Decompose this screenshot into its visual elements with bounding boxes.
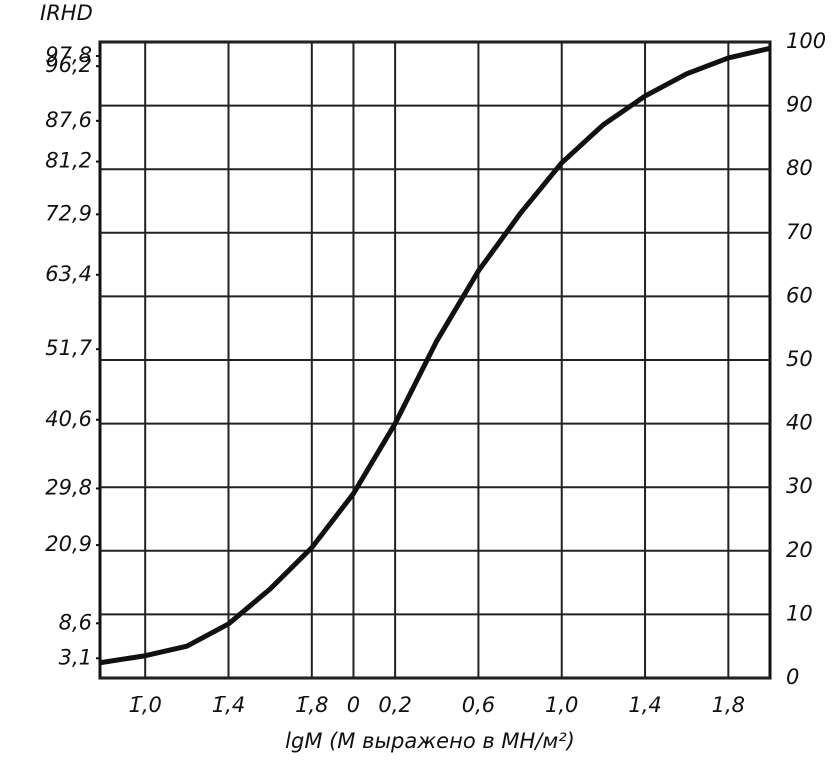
y-tick-label: 97,8 [45, 43, 92, 67]
y2-tick-label: 90 [786, 93, 813, 117]
y-tick-label: 51,7 [45, 336, 92, 360]
x-tick-label: 1,0 [545, 693, 578, 717]
x-tick-label: 1,8 [712, 693, 745, 717]
y2-tick-label: 100 [786, 29, 826, 53]
x-tick-label: 1,4 [628, 693, 661, 717]
y-tick-label: 20,9 [45, 532, 92, 556]
y-tick-label: 96,2 [45, 53, 92, 77]
y2-tick-label: 70 [786, 220, 813, 244]
x-tick-label: 1̄,8 [295, 693, 328, 717]
y-tick-label: 81,2 [45, 149, 92, 173]
y2-tick-label: 60 [786, 283, 813, 307]
y2-tick-label: 20 [786, 538, 813, 562]
y2-tick-label: 10 [786, 601, 813, 625]
x-tick-label: 0,6 [462, 693, 495, 717]
y-axis-label: IRHD [40, 1, 93, 25]
y-tick-label: 29,8 [45, 475, 92, 499]
y-tick-label: 63,4 [45, 262, 92, 286]
y-tick-label: 8,6 [59, 610, 92, 634]
y2-tick-label: 40 [786, 411, 813, 435]
x-tick-label: 1̄,4 [212, 693, 245, 717]
x-tick-label: 1̄,0 [128, 693, 161, 717]
y2-tick-label: 30 [786, 474, 813, 498]
data-line [99, 45, 771, 666]
y2-tick-label: 80 [786, 156, 813, 180]
y2-tick-label: 0 [786, 665, 799, 689]
x-tick-label: 0,2 [378, 693, 411, 717]
y-tick-label: 3,1 [59, 645, 92, 669]
y-tick-label: 72,9 [45, 201, 92, 225]
y-tick-label: 87,6 [45, 108, 92, 132]
y2-tick-label: 50 [786, 347, 813, 371]
x-tick-label: 0 [347, 693, 360, 717]
y-tick-label: 40,6 [45, 407, 92, 431]
x-axis-label: lgM (M выражено в МН/м²) [285, 729, 575, 753]
